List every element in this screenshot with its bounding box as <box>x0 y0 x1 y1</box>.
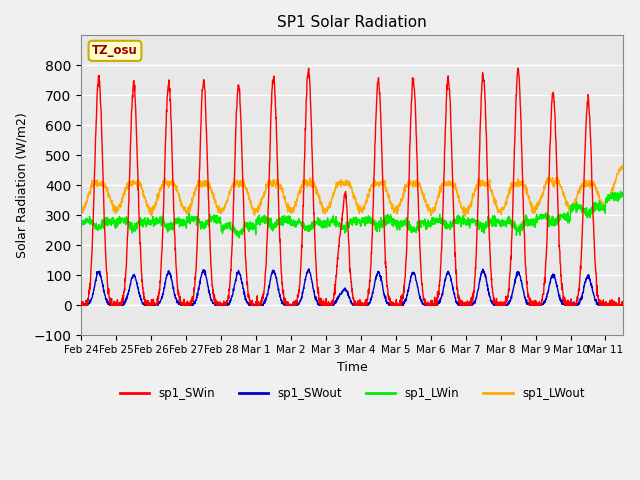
sp1_SWout <box>254 302 262 308</box>
X-axis label: Time: Time <box>337 360 367 373</box>
sp1_SWin <box>629 300 637 305</box>
sp1_SWout <box>395 302 403 308</box>
sp1_SWout <box>629 302 637 308</box>
sp1_SWin <box>254 302 262 308</box>
sp1_LWin <box>395 221 403 227</box>
Line: sp1_LWin: sp1_LWin <box>81 191 640 238</box>
sp1_LWout <box>636 200 640 206</box>
sp1_LWin <box>529 216 537 222</box>
sp1_LWout <box>77 204 85 210</box>
sp1_LWout <box>529 208 537 214</box>
sp1_LWin <box>254 216 262 222</box>
sp1_SWout <box>305 266 313 272</box>
sp1_LWout <box>254 209 262 215</box>
Line: sp1_SWin: sp1_SWin <box>81 68 640 305</box>
sp1_SWin <box>529 302 537 308</box>
sp1_LWout <box>561 194 568 200</box>
sp1_SWout <box>78 302 86 308</box>
sp1_LWout <box>461 213 468 219</box>
sp1_SWout <box>529 302 537 308</box>
sp1_LWin <box>629 195 637 201</box>
sp1_SWin <box>134 156 141 162</box>
Text: TZ_osu: TZ_osu <box>92 44 138 57</box>
sp1_SWin <box>395 301 403 307</box>
sp1_SWout <box>636 302 640 308</box>
Legend: sp1_SWin, sp1_SWout, sp1_LWin, sp1_LWout: sp1_SWin, sp1_SWout, sp1_LWin, sp1_LWout <box>115 382 589 404</box>
sp1_LWin <box>636 195 640 201</box>
sp1_LWin <box>561 211 568 216</box>
sp1_LWout <box>619 162 627 168</box>
sp1_LWin <box>235 235 243 241</box>
sp1_LWout <box>133 179 141 184</box>
Line: sp1_SWout: sp1_SWout <box>81 269 640 305</box>
sp1_SWin <box>77 302 85 308</box>
sp1_SWout <box>77 302 85 308</box>
sp1_SWout <box>134 283 141 289</box>
sp1_LWin <box>77 222 85 228</box>
sp1_LWout <box>394 206 402 212</box>
sp1_SWin <box>561 301 569 307</box>
sp1_LWin <box>617 188 625 194</box>
Title: SP1 Solar Radiation: SP1 Solar Radiation <box>277 15 427 30</box>
Line: sp1_LWout: sp1_LWout <box>81 165 640 216</box>
sp1_LWin <box>133 219 141 225</box>
sp1_SWout <box>561 302 569 308</box>
sp1_LWout <box>629 182 637 188</box>
Y-axis label: Solar Radiation (W/m2): Solar Radiation (W/m2) <box>15 112 28 258</box>
sp1_SWin <box>636 301 640 307</box>
sp1_SWin <box>515 65 522 71</box>
sp1_SWin <box>77 301 85 307</box>
